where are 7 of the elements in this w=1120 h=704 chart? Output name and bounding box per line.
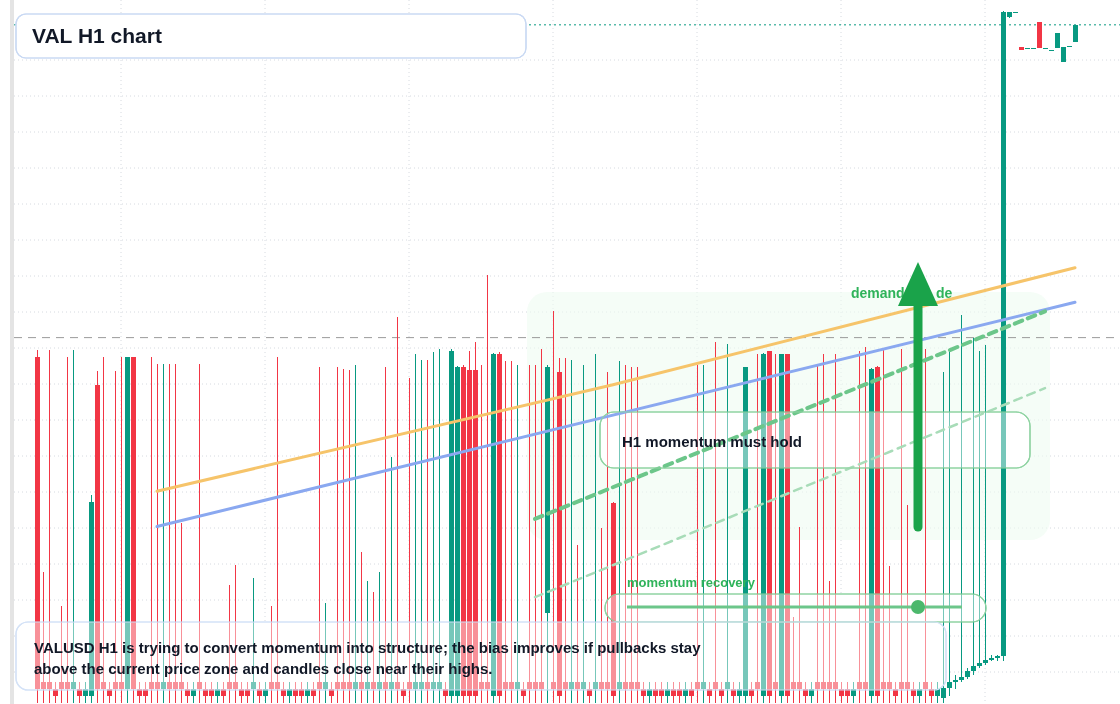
candlestick bbox=[581, 365, 586, 703]
candlestick bbox=[971, 338, 976, 676]
text: VAL H1 chart bbox=[32, 24, 162, 47]
annotation: demand bbox=[851, 285, 905, 301]
candlestick bbox=[593, 353, 598, 703]
annotation: de bbox=[936, 285, 953, 301]
candlestick bbox=[923, 349, 928, 703]
